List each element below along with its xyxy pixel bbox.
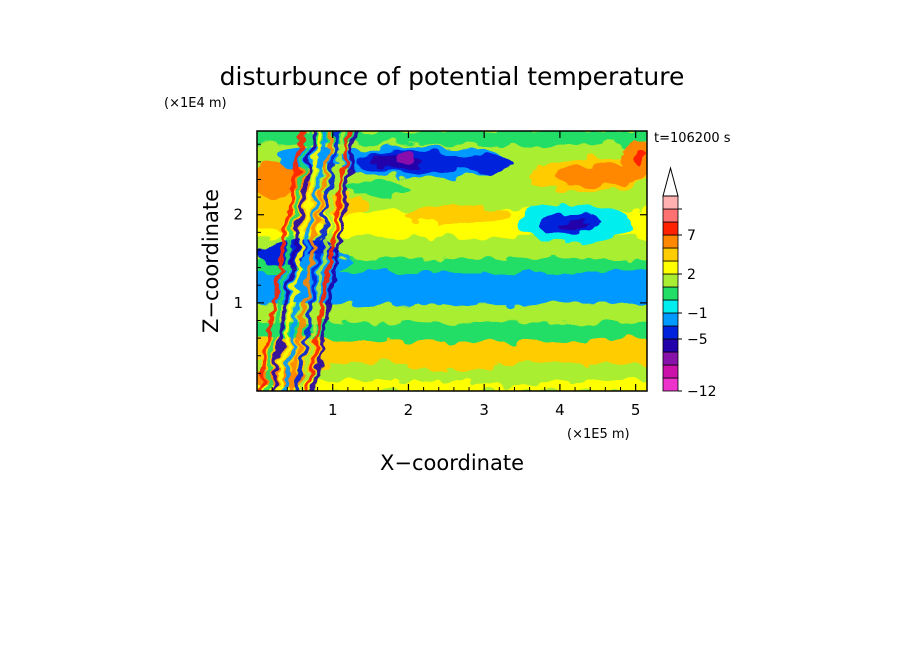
field-contour bbox=[453, 155, 515, 172]
colorbar-tick-label: 2 bbox=[687, 267, 696, 283]
field-contour bbox=[332, 339, 409, 354]
colorbar-segment bbox=[662, 208, 679, 223]
field-contour bbox=[395, 153, 414, 162]
x-axis-label: X−coordinate bbox=[380, 451, 524, 475]
field-band bbox=[257, 304, 647, 323]
field-contour bbox=[408, 357, 500, 372]
colorbar-tick-label: 7 bbox=[687, 228, 696, 244]
wave-train-stripe bbox=[300, 131, 347, 391]
contour-field bbox=[257, 131, 647, 391]
y-unit-label: (×1E4 m) bbox=[164, 96, 227, 111]
colorbar-segment bbox=[662, 325, 679, 340]
field-band bbox=[257, 380, 647, 391]
field-contour bbox=[400, 205, 507, 224]
chart-title: disturbunce of potential temperature bbox=[220, 62, 685, 91]
field-contour bbox=[461, 370, 553, 385]
x-unit-label: (×1E5 m) bbox=[567, 427, 630, 442]
colorbar-segment bbox=[662, 364, 679, 379]
wave-train-stripe bbox=[264, 131, 310, 391]
wave-train-stripe bbox=[276, 131, 323, 391]
colorbar-segment bbox=[662, 299, 679, 314]
colorbar-segment bbox=[662, 221, 679, 236]
field-contour bbox=[317, 274, 647, 300]
colorbar: 7 2 −1 −5 −12 bbox=[662, 166, 717, 400]
colorbar-segment bbox=[662, 260, 679, 275]
colorbar-segment bbox=[662, 286, 679, 301]
colorbar-segment bbox=[662, 351, 679, 366]
field-contour bbox=[506, 342, 613, 361]
wave-train-stripe bbox=[258, 131, 304, 391]
field-contour bbox=[423, 133, 606, 146]
field-band bbox=[257, 258, 647, 273]
field-band bbox=[257, 236, 647, 259]
wave-train-stripe bbox=[282, 131, 329, 391]
colorbar-segment bbox=[662, 247, 679, 262]
wave-train-stripe bbox=[294, 131, 341, 391]
x-tick-label: 3 bbox=[479, 401, 489, 419]
y-tick-label: 1 bbox=[233, 294, 243, 312]
colorbar-segment bbox=[662, 338, 679, 353]
field-contour bbox=[347, 180, 409, 197]
x-tick-label: 4 bbox=[555, 401, 565, 419]
wave-train-stripe bbox=[312, 131, 359, 391]
x-tick-label: 1 bbox=[328, 401, 338, 419]
field-contour bbox=[633, 148, 646, 167]
wave-train-stripe bbox=[306, 131, 353, 391]
wave-train-stripe bbox=[270, 131, 317, 391]
field-contour bbox=[561, 220, 589, 230]
field-contour bbox=[325, 331, 644, 342]
plot-frame bbox=[256, 130, 648, 392]
field-contour bbox=[556, 163, 640, 187]
y-axis-label: Z−coordinate bbox=[199, 189, 223, 333]
x-tick-label: 2 bbox=[404, 401, 414, 419]
colorbar-segment bbox=[662, 312, 679, 327]
x-tick-label: 5 bbox=[631, 401, 641, 419]
colorbar-tick-label: −5 bbox=[687, 332, 708, 348]
colorbar-segment bbox=[662, 377, 679, 392]
axes: 1 2 3 4 5 1 2 bbox=[233, 131, 647, 419]
time-label: t=106200 s bbox=[654, 131, 731, 146]
colorbar-extend-arrow bbox=[662, 166, 679, 197]
colorbar-segment bbox=[662, 195, 679, 210]
wave-train-stripe bbox=[288, 131, 335, 391]
colorbar-tick-label: −12 bbox=[687, 384, 717, 400]
colorbar-segment bbox=[662, 273, 679, 288]
colorbar-segment bbox=[662, 234, 679, 249]
colorbar-tick-label: −1 bbox=[687, 306, 708, 322]
y-tick-label: 2 bbox=[233, 206, 243, 224]
